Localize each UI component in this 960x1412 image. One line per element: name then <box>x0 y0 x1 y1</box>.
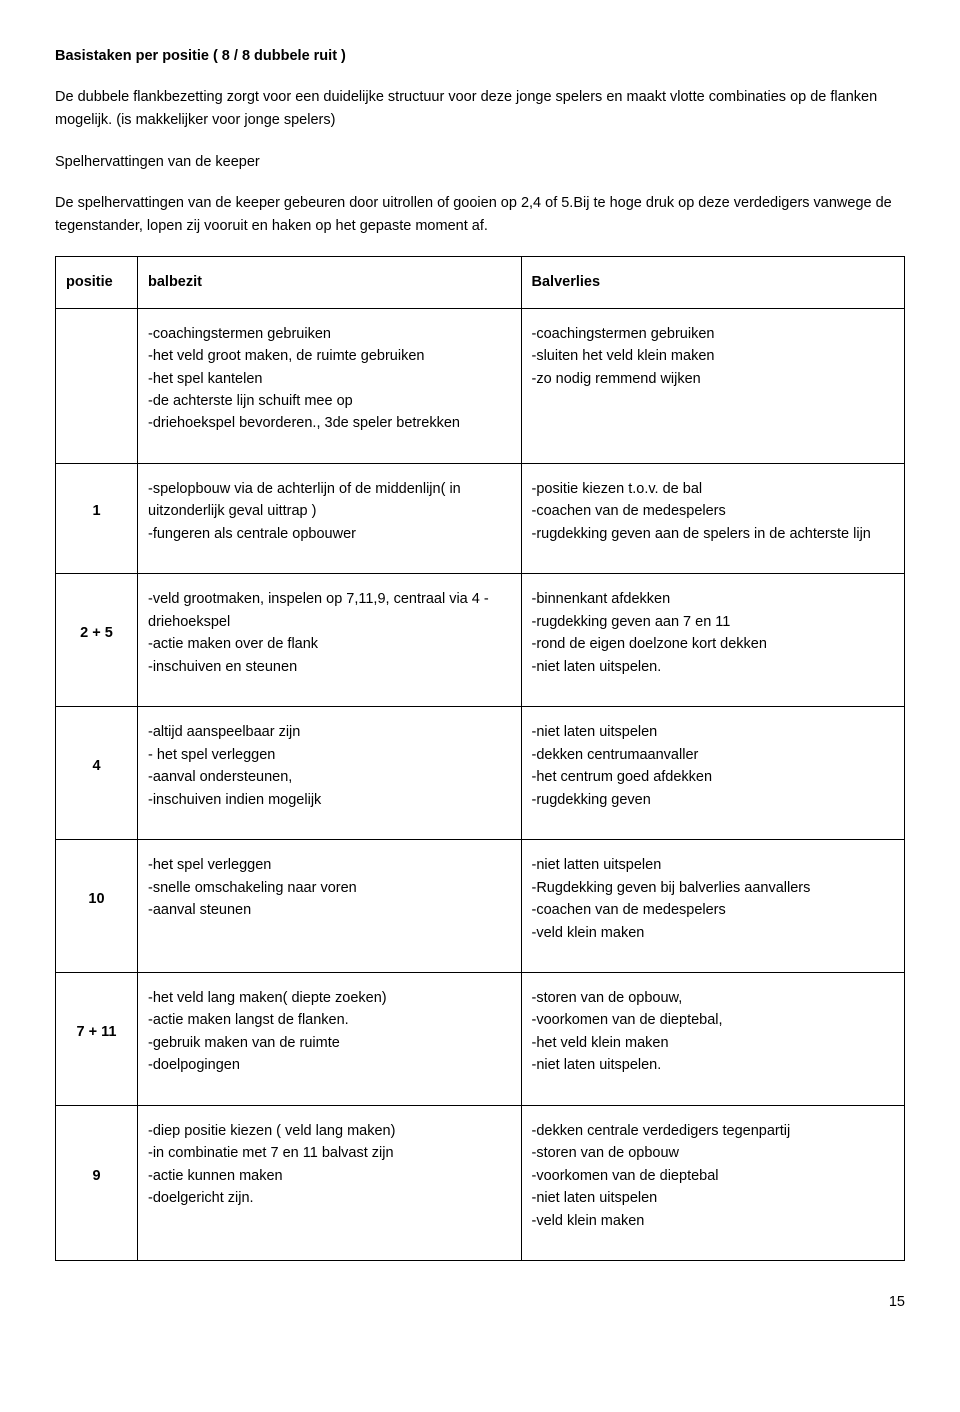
cell-positie <box>56 308 138 463</box>
table-row: 7 + 11 -het veld lang maken( diepte zoek… <box>56 972 905 1105</box>
page-number: 15 <box>55 1291 905 1314</box>
cell-balverlies: -storen van de opbouw,-voorkomen van de … <box>521 972 905 1105</box>
intro-paragraph-1: De dubbele flankbezetting zorgt voor een… <box>55 86 905 132</box>
cell-balverlies: -binnenkant afdekken-rugdekking geven aa… <box>521 574 905 707</box>
subheading: Spelhervattingen van de keeper <box>55 151 905 174</box>
cell-balbezit: -diep positie kiezen ( veld lang maken)-… <box>138 1105 522 1260</box>
cell-balbezit: -het spel verleggen-snelle omschakeling … <box>138 840 522 973</box>
cell-balbezit: -veld grootmaken, inspelen op 7,11,9, ce… <box>138 574 522 707</box>
header-positie: positie <box>56 257 138 308</box>
table-row: 4 -altijd aanspeelbaar zijn- het spel ve… <box>56 707 905 840</box>
table-row: 1 -spelopbouw via de achterlijn of de mi… <box>56 463 905 573</box>
cell-positie: 7 + 11 <box>56 972 138 1105</box>
cell-balverlies: -coachingstermen gebruiken-sluiten het v… <box>521 308 905 463</box>
cell-balverlies: -niet latten uitspelen-Rugdekking geven … <box>521 840 905 973</box>
cell-balverlies: -niet laten uitspelen-dekken centrumaanv… <box>521 707 905 840</box>
header-balverlies: Balverlies <box>521 257 905 308</box>
cell-positie: 1 <box>56 463 138 573</box>
table-row: 9 -diep positie kiezen ( veld lang maken… <box>56 1105 905 1260</box>
header-balbezit: balbezit <box>138 257 522 308</box>
cell-balbezit: -het veld lang maken( diepte zoeken)-act… <box>138 972 522 1105</box>
table-row: 10 -het spel verleggen-snelle omschakeli… <box>56 840 905 973</box>
table-row: 2 + 5 -veld grootmaken, inspelen op 7,11… <box>56 574 905 707</box>
positions-table: positie balbezit Balverlies -coachingste… <box>55 256 905 1261</box>
table-row: -coachingstermen gebruiken-het veld groo… <box>56 308 905 463</box>
cell-balverlies: -positie kiezen t.o.v. de bal-coachen va… <box>521 463 905 573</box>
page-title: Basistaken per positie ( 8 / 8 dubbele r… <box>55 45 905 68</box>
cell-positie: 9 <box>56 1105 138 1260</box>
intro-paragraph-2: De spelhervattingen van de keeper gebeur… <box>55 192 905 238</box>
cell-balbezit: -altijd aanspeelbaar zijn- het spel verl… <box>138 707 522 840</box>
cell-balbezit: -spelopbouw via de achterlijn of de midd… <box>138 463 522 573</box>
table-header-row: positie balbezit Balverlies <box>56 257 905 308</box>
cell-positie: 4 <box>56 707 138 840</box>
cell-positie: 2 + 5 <box>56 574 138 707</box>
cell-positie: 10 <box>56 840 138 973</box>
cell-balverlies: -dekken centrale verdedigers tegenpartij… <box>521 1105 905 1260</box>
cell-balbezit: -coachingstermen gebruiken-het veld groo… <box>138 308 522 463</box>
